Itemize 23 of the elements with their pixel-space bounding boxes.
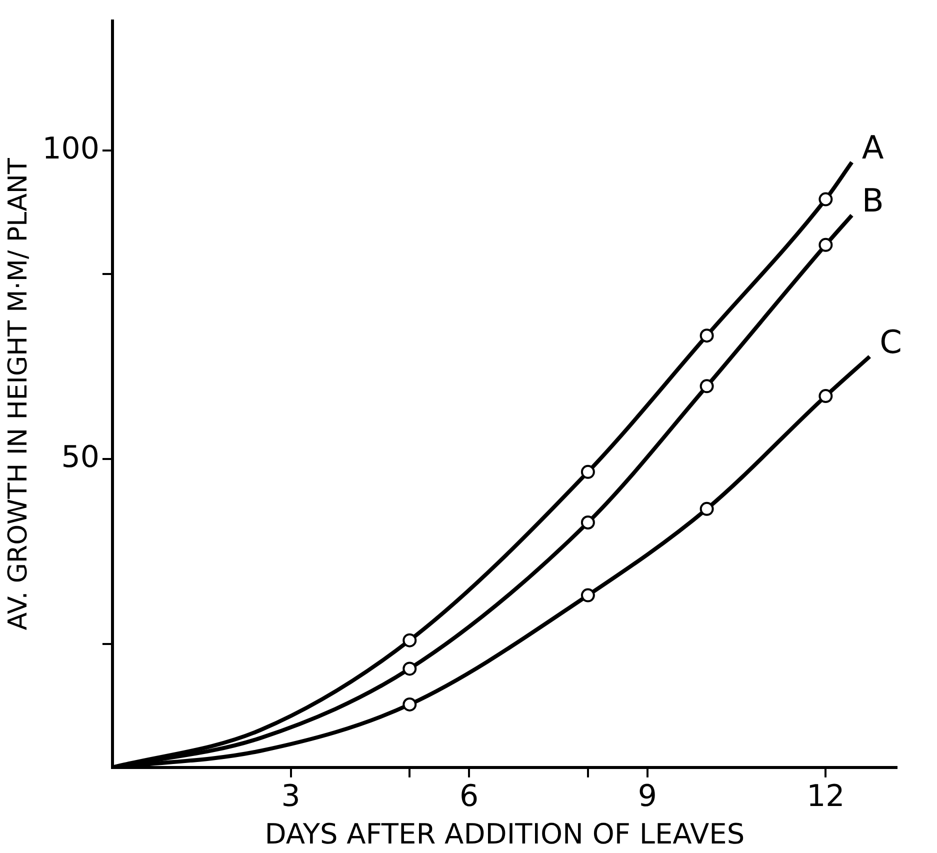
point <box>818 192 833 206</box>
x-tick-label: 9 <box>638 779 657 814</box>
point <box>580 464 595 479</box>
point <box>700 328 714 343</box>
point <box>580 588 595 602</box>
x-axis-title: DAYS AFTER ADDITION OF LEAVES <box>264 817 745 850</box>
point <box>402 633 417 648</box>
point <box>818 238 833 252</box>
x-tick-label: 3 <box>281 779 300 814</box>
series-label: A <box>862 128 884 167</box>
series-label: B <box>862 182 884 220</box>
y-tick-label: 100 <box>42 131 100 166</box>
point <box>402 662 417 676</box>
series-label: C <box>880 322 902 361</box>
x-tick-label: 6 <box>460 779 479 814</box>
point <box>700 502 714 516</box>
point <box>580 516 595 530</box>
point <box>818 389 833 404</box>
point <box>700 379 714 394</box>
x-tick-label: 12 <box>806 779 845 814</box>
y-tick-label: 50 <box>61 440 100 475</box>
y-axis-title: AV. GROWTH IN HEIGHT M·M/ PLANT <box>3 158 34 630</box>
point <box>402 697 417 712</box>
